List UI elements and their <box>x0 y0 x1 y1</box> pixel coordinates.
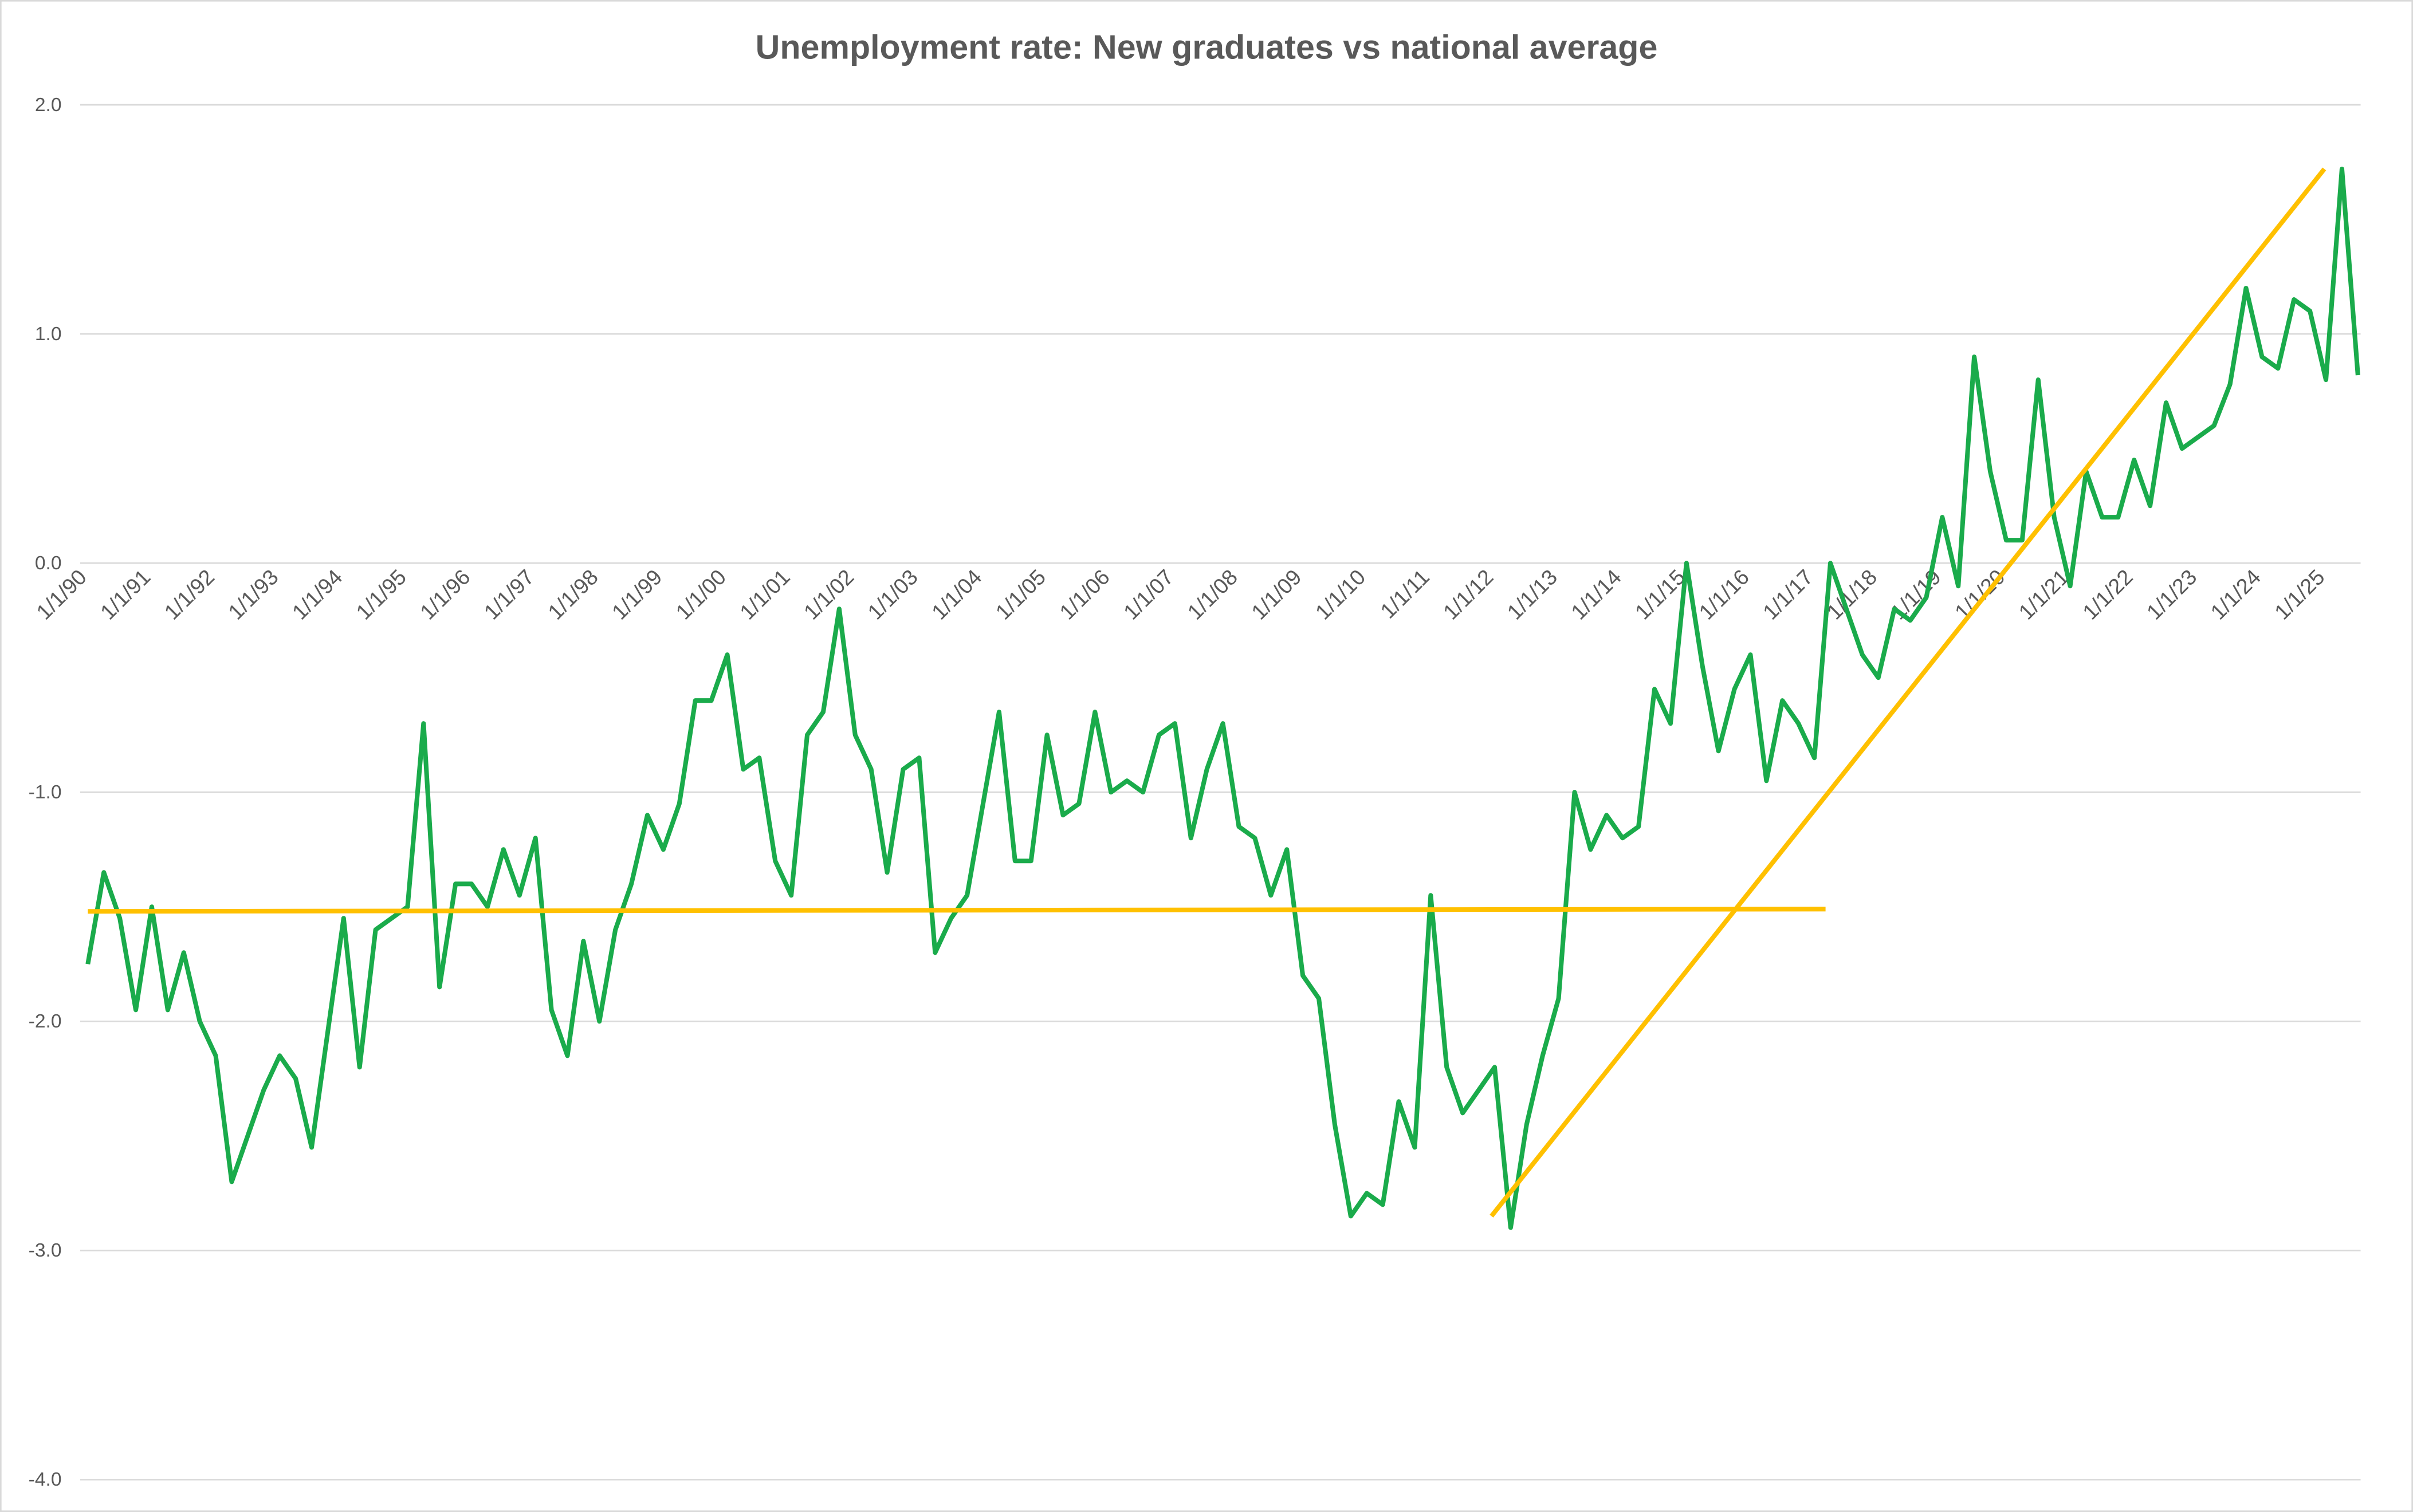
y-tick-label: 1.0 <box>35 324 62 345</box>
y-tick-label: -3.0 <box>29 1240 62 1261</box>
y-tick-label: -1.0 <box>29 782 62 803</box>
trend-line <box>88 907 1826 914</box>
y-tick-label: 0.0 <box>35 553 62 574</box>
data-line <box>85 166 2360 1230</box>
chart-title: Unemployment rate: New graduates vs nati… <box>756 27 1658 66</box>
y-tick-label: -2.0 <box>29 1011 62 1032</box>
y-tick-label: 2.0 <box>35 94 62 116</box>
trend-line <box>1490 167 2326 1218</box>
y-tick-label: -4.0 <box>29 1469 62 1490</box>
